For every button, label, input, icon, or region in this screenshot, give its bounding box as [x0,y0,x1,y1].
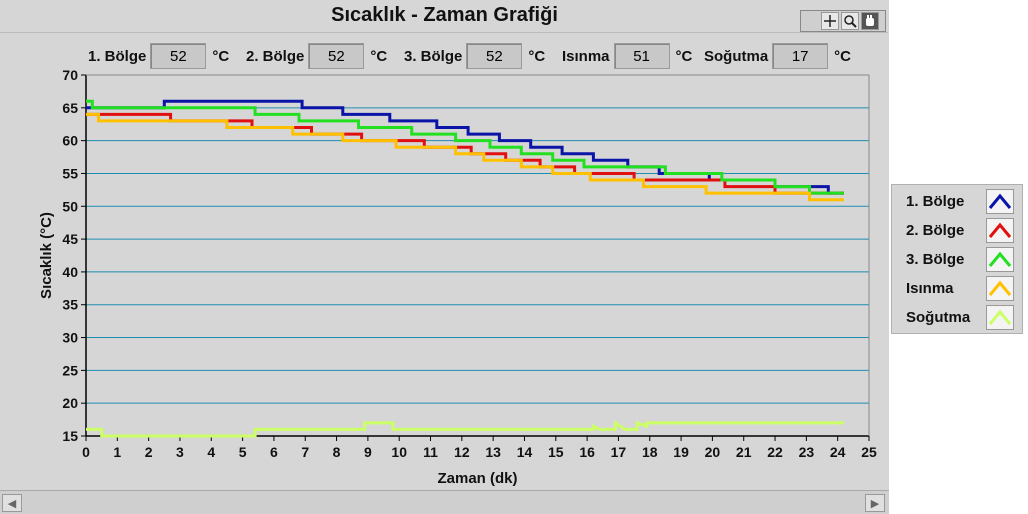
y-tick-label: 55 [62,165,78,181]
y-tick-label: 50 [62,198,78,214]
readout-heating-unit: °C [675,47,693,65]
y-axis-label: Sıcaklık (°C) [38,212,55,299]
y-tick-label: 30 [62,330,78,346]
readout-cooling-label: Soğutma [704,47,769,65]
graph-panel: Sıcaklık - Zaman Grafiği 1. Bölge 52 °C … [0,4,889,514]
x-tick-label: 4 [207,444,215,460]
x-tick-label: 14 [517,444,533,460]
readout-zone2-value: 52 [308,43,365,69]
y-tick-label: 35 [62,297,78,313]
horizontal-scrollbar[interactable]: ◀ ▶ [0,490,889,514]
scroll-left-icon[interactable]: ◀ [2,494,22,512]
x-tick-label: 17 [611,444,627,460]
crosshair-icon[interactable] [821,12,839,30]
readout-heating-label: Isınma [562,47,610,65]
x-tick-label: 15 [548,444,564,460]
x-tick-label: 19 [673,444,689,460]
x-tick-label: 2 [145,444,153,460]
y-tick-label: 70 [62,67,78,83]
readout-zone1-value: 52 [150,43,207,69]
y-tick-label: 20 [62,395,78,411]
readout-cooling: Soğutma 17 °C [704,42,851,70]
x-tick-label: 18 [642,444,658,460]
x-tick-label: 5 [239,444,247,460]
plot-area [86,75,869,436]
x-tick-label: 6 [270,444,278,460]
readout-cooling-value: 17 [772,43,829,69]
legend-item-4[interactable]: Isınma [892,275,1022,303]
plot-frame [0,32,888,491]
readout-zone2-label: 2. Bölge [246,47,305,65]
readout-heating: Isınma 51 °C [562,42,692,70]
y-tick-label: 25 [62,362,78,378]
plot-legend: 1. Bölge 2. Bölge 3. Bölge Isınma Soğutma [891,184,1023,334]
legend-item-3[interactable]: 3. Bölge [892,246,1022,274]
pan-hand-icon[interactable] [861,12,879,30]
legend-item-5[interactable]: Soğutma [892,304,1022,332]
legend-label: Isınma [906,280,954,297]
readout-zone1: 1. Bölge 52 °C [88,42,229,70]
readout-zone3-value: 52 [466,43,523,69]
x-tick-label: 20 [705,444,721,460]
readout-zone2-unit: °C [370,47,388,65]
legend-label: 1. Bölge [906,193,965,210]
y-tick-label: 40 [62,264,78,280]
x-tick-label: 0 [82,444,90,460]
legend-label: 3. Bölge [906,251,965,268]
readout-zone1-unit: °C [212,47,230,65]
y-tick-label: 45 [62,231,78,247]
series-line-4 [86,112,844,202]
graph-title: Sıcaklık - Zaman Grafiği [331,4,558,26]
x-tick-label: 11 [423,444,438,460]
x-tick-label: 9 [364,444,372,460]
legend-label: 2. Bölge [906,222,965,239]
legend-swatch-icon [986,218,1014,243]
graph-palette [800,10,886,32]
x-tick-label: 8 [333,444,341,460]
legend-swatch-icon [986,247,1014,272]
x-tick-label: 3 [176,444,184,460]
x-tick-label: 22 [767,444,783,460]
readout-zone1-label: 1. Bölge [88,47,147,65]
x-tick-label: 10 [391,444,407,460]
legend-item-2[interactable]: 2. Bölge [892,217,1022,245]
y-tick-label: 15 [62,428,78,444]
x-tick-label: 25 [861,444,877,460]
x-tick-label: 7 [301,444,309,460]
x-tick-label: 16 [579,444,595,460]
zoom-icon[interactable] [841,12,859,30]
x-tick-label: 1 [113,444,121,460]
legend-swatch-icon [986,276,1014,301]
x-tick-label: 23 [799,444,815,460]
y-tick-label: 60 [62,133,78,149]
readout-zone2: 2. Bölge 52 °C [246,42,387,70]
readout-cooling-unit: °C [834,47,852,65]
legend-item-1[interactable]: 1. Bölge [892,188,1022,216]
series-line-5 [86,420,844,438]
readout-zone3-label: 3. Bölge [404,47,463,65]
legend-swatch-icon [986,189,1014,214]
x-tick-label: 12 [454,444,470,460]
readout-heating-value: 51 [613,43,670,69]
readout-zone3-unit: °C [528,47,546,65]
x-tick-label: 13 [485,444,501,460]
legend-swatch-icon [986,305,1014,330]
readout-zone3: 3. Bölge 52 °C [404,42,545,70]
x-tick-label: 21 [736,444,752,460]
y-tick-label: 65 [62,100,78,116]
legend-label: Soğutma [906,309,971,326]
scroll-right-icon[interactable]: ▶ [865,494,885,512]
series-line-3 [86,99,844,195]
x-tick-label: 24 [830,444,846,460]
x-axis-label: Zaman (dk) [437,470,517,487]
